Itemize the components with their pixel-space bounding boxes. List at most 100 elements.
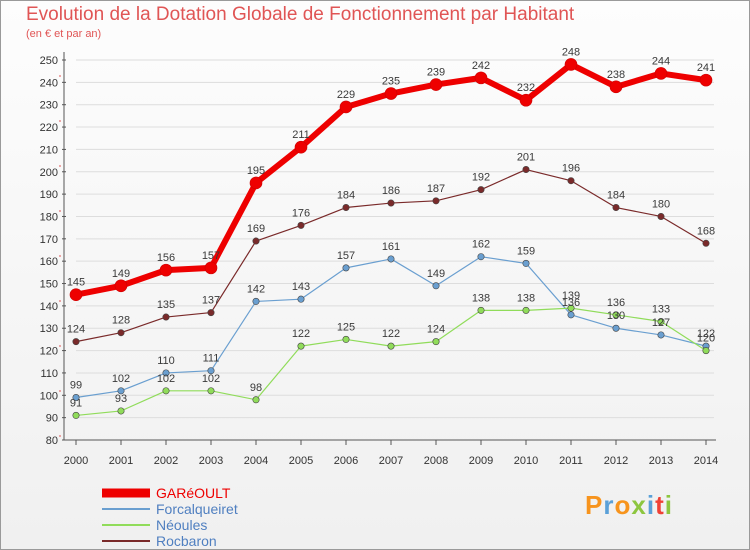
- data-point: [297, 295, 305, 303]
- data-label: 127: [652, 317, 670, 329]
- y-tick-label: 110: [40, 368, 58, 380]
- y-tick-label: 250: [40, 55, 58, 67]
- data-label: 157: [337, 250, 355, 262]
- data-label: 184: [607, 190, 625, 202]
- data-label: 136: [607, 297, 625, 309]
- data-point: [162, 369, 170, 377]
- data-point: [612, 324, 620, 332]
- data-label: 138: [472, 292, 490, 304]
- data-label: 159: [517, 245, 535, 257]
- series-rocbaron: [72, 166, 710, 346]
- data-point: [474, 71, 488, 85]
- data-point: [159, 263, 173, 277]
- data-point: [204, 261, 218, 275]
- x-tick-label: 2014: [694, 455, 718, 467]
- data-point: [387, 199, 395, 207]
- data-label: 122: [382, 328, 400, 340]
- data-point: [387, 255, 395, 263]
- data-point: [339, 100, 353, 114]
- data-label: 102: [202, 373, 220, 385]
- data-point: [519, 93, 533, 107]
- data-point: [297, 342, 305, 350]
- data-point: [72, 411, 80, 419]
- data-label: 161: [382, 241, 400, 253]
- data-label: 248: [562, 46, 580, 58]
- data-label: 239: [427, 67, 445, 79]
- data-point: [207, 387, 215, 395]
- data-point: [69, 288, 83, 302]
- data-label: 125: [337, 321, 355, 333]
- logo-letter: i: [646, 490, 656, 520]
- x-tick-label: 2009: [469, 455, 493, 467]
- logo-letter: t: [655, 490, 665, 520]
- data-label: 139: [562, 290, 580, 302]
- y-tick-label: 190: [40, 189, 58, 201]
- data-point: [432, 282, 440, 290]
- y-tick-label: 150: [40, 279, 58, 291]
- x-tick-label: 2002: [154, 455, 178, 467]
- data-point: [342, 204, 350, 212]
- data-label: 192: [472, 172, 490, 184]
- data-point: [207, 309, 215, 317]
- data-label: 157: [202, 250, 220, 262]
- data-label: 143: [292, 281, 310, 293]
- data-label: 99: [70, 380, 82, 392]
- data-point: [342, 264, 350, 272]
- y-tick-label: 230: [40, 100, 58, 112]
- data-point: [477, 186, 485, 194]
- data-label: 124: [427, 324, 445, 336]
- logo-letter: o: [614, 490, 632, 520]
- x-tick-label: 2007: [379, 455, 403, 467]
- series-néoules: [72, 304, 710, 419]
- data-label: 137: [202, 295, 220, 307]
- legend-label: Forcalqueiret: [156, 501, 238, 517]
- data-label: 110: [157, 355, 175, 367]
- data-point: [522, 306, 530, 314]
- data-point: [657, 212, 665, 220]
- data-label: 111: [203, 353, 220, 365]
- data-point: [294, 140, 308, 154]
- legend-label: Rocbaron: [156, 533, 217, 549]
- series-garéoult: [69, 58, 713, 302]
- data-point: [657, 331, 665, 339]
- data-point: [432, 338, 440, 346]
- data-label: 138: [517, 292, 535, 304]
- x-tick-label: 2008: [424, 455, 448, 467]
- data-point: [429, 78, 443, 91]
- data-point: [654, 67, 668, 80]
- data-label: 232: [517, 82, 535, 94]
- x-tick-label: 2001: [109, 455, 133, 467]
- y-tick-label: 240: [40, 77, 58, 89]
- y-tick-label: 130: [40, 323, 58, 335]
- x-tick-label: 2013: [649, 455, 673, 467]
- data-label: 201: [517, 152, 535, 164]
- y-tick-label: 100: [40, 390, 58, 402]
- data-point: [567, 311, 575, 319]
- data-point: [567, 177, 575, 185]
- chart-subtitle: (en € et par an): [26, 28, 102, 40]
- logo-letter: r: [603, 490, 615, 520]
- data-point: [252, 297, 260, 305]
- data-point: [72, 394, 80, 402]
- data-label: 241: [697, 62, 715, 74]
- data-label: 102: [112, 373, 130, 385]
- data-point: [252, 237, 260, 245]
- data-point: [657, 318, 665, 326]
- data-point: [609, 80, 623, 94]
- data-label: 186: [382, 185, 400, 197]
- data-label: 145: [67, 277, 85, 289]
- data-label: 149: [427, 268, 445, 280]
- logo-letter: x: [631, 490, 647, 520]
- legend-label: GARéOULT: [156, 485, 231, 501]
- data-label: 128: [112, 315, 130, 327]
- x-tick-label: 2012: [604, 455, 628, 467]
- data-point: [702, 239, 710, 247]
- logo-letter: P: [585, 490, 604, 520]
- data-point: [522, 166, 530, 174]
- series-layer: [69, 58, 713, 419]
- data-point: [612, 311, 620, 319]
- y-tick-label: 170: [40, 234, 58, 246]
- x-tick-label: 2006: [334, 455, 358, 467]
